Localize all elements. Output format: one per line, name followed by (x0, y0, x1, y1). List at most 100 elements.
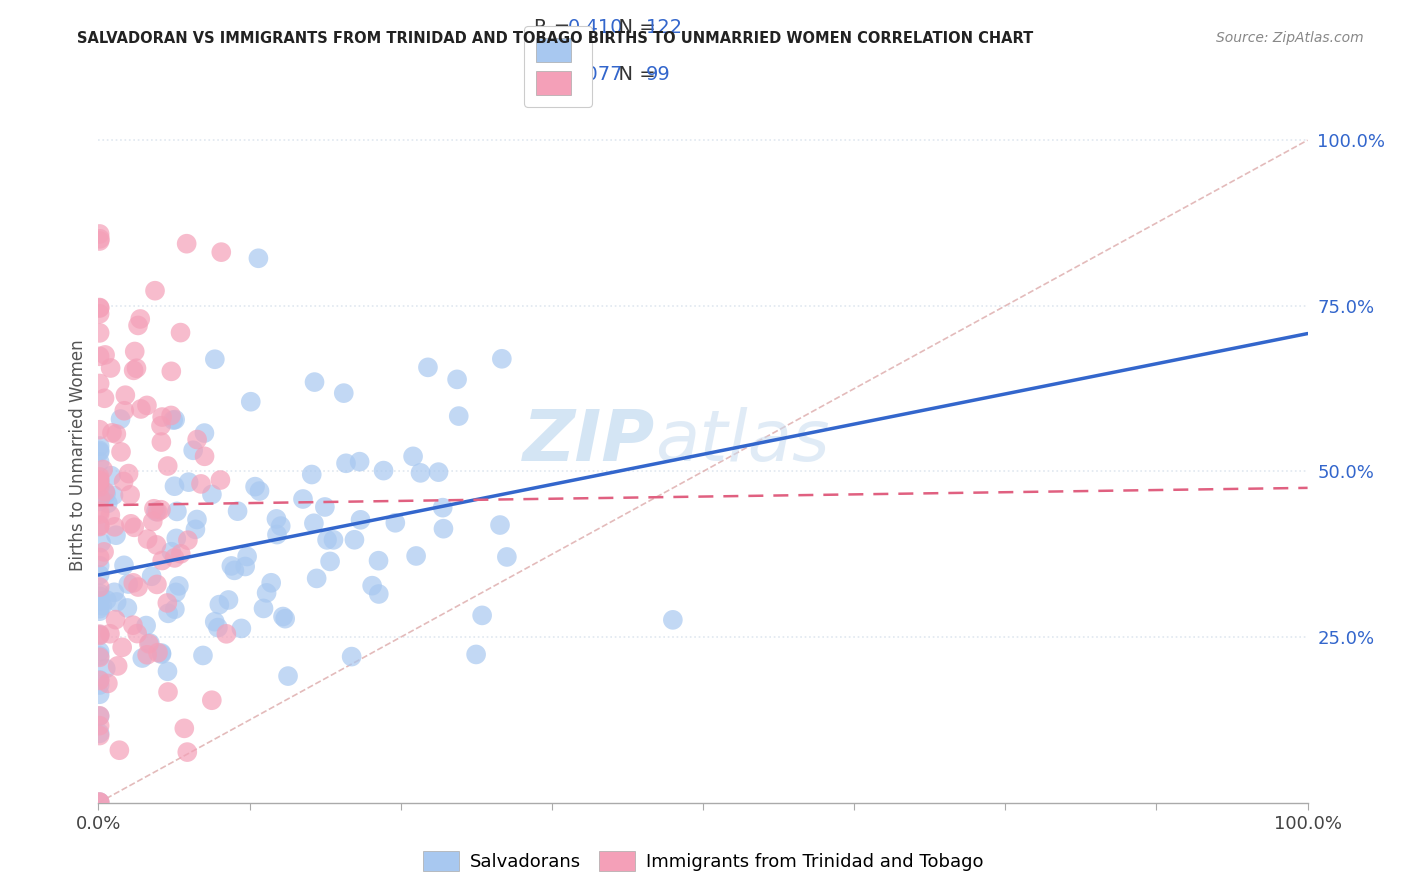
Point (165, 585, 187, 599)
Point (89, 473, 111, 487)
Point (302, 516, 325, 531)
Point (131, 651, 153, 665)
Text: Source: ZipAtlas.com: Source: ZipAtlas.com (1216, 31, 1364, 45)
Point (226, 504, 249, 518)
Point (427, 465, 450, 479)
Point (163, 479, 186, 493)
Point (204, 352, 226, 367)
Point (432, 522, 454, 536)
Text: R =: R = (534, 65, 576, 84)
Point (193, 426, 215, 441)
Point (167, 579, 190, 593)
Point (256, 586, 278, 600)
Point (274, 612, 297, 626)
Point (127, 626, 149, 640)
Point (100, 468, 122, 483)
Point (201, 693, 224, 707)
Point (662, 613, 685, 627)
Point (319, 554, 342, 568)
Point (491, 351, 513, 366)
Point (233, 559, 256, 574)
Point (260, 575, 283, 590)
Point (156, 685, 179, 699)
Point (122, 575, 145, 590)
Point (97, 676, 120, 690)
Point (117, 577, 139, 591)
Point (236, 549, 259, 564)
Point (291, 491, 314, 506)
Point (243, 480, 266, 494)
Point (105, 427, 128, 442)
Point (496, 549, 519, 564)
Point (120, 488, 142, 502)
Point (208, 598, 231, 612)
Point (405, 549, 427, 563)
Point (127, 318, 149, 333)
Point (156, 665, 179, 679)
Point (277, 669, 299, 683)
Point (129, 312, 152, 326)
Point (146, 577, 169, 591)
Point (150, 435, 173, 450)
Point (465, 648, 488, 662)
Point (340, 649, 363, 664)
Point (489, 518, 512, 533)
Point (89, 673, 111, 687)
Point (181, 443, 204, 458)
Point (135, 618, 157, 632)
Point (204, 615, 226, 629)
Point (94, 348, 117, 362)
Point (335, 456, 357, 470)
Point (266, 527, 288, 541)
Point (145, 538, 167, 552)
Point (402, 450, 425, 464)
Point (89, 227, 111, 241)
Point (122, 363, 145, 377)
Legend: Salvadorans, Immigrants from Trinidad and Tobago: Salvadorans, Immigrants from Trinidad an… (416, 844, 990, 879)
Point (89, 445, 111, 459)
Point (169, 326, 191, 340)
Point (112, 475, 135, 489)
Point (89, 687, 111, 701)
Point (89, 795, 111, 809)
Point (117, 601, 139, 615)
Point (117, 467, 139, 481)
Point (142, 515, 165, 529)
Point (89, 580, 111, 594)
Point (270, 519, 292, 533)
Point (103, 488, 125, 502)
Point (150, 553, 173, 567)
Point (322, 533, 344, 547)
Point (314, 500, 336, 514)
Point (108, 743, 131, 757)
Point (146, 505, 169, 519)
Point (215, 627, 238, 641)
Point (89, 376, 111, 391)
Point (221, 558, 243, 573)
Point (89, 628, 111, 642)
Point (107, 659, 129, 673)
Point (89, 476, 111, 491)
Text: SALVADORAN VS IMMIGRANTS FROM TRINIDAD AND TOBAGO BIRTHS TO UNMARRIED WOMEN CORR: SALVADORAN VS IMMIGRANTS FROM TRINIDAD A… (77, 31, 1033, 46)
Point (104, 520, 127, 534)
Point (89, 504, 111, 518)
Y-axis label: Births to Unmarried Women: Births to Unmarried Women (69, 339, 87, 571)
Point (91, 599, 114, 613)
Point (103, 585, 125, 599)
Point (94, 486, 117, 500)
Point (91, 462, 114, 476)
Point (101, 425, 124, 440)
Point (89, 586, 111, 600)
Point (409, 466, 432, 480)
Point (173, 722, 195, 736)
Point (94, 661, 117, 675)
Point (89, 795, 111, 809)
Point (89, 443, 111, 458)
Point (177, 533, 200, 548)
Point (136, 398, 159, 412)
Point (193, 450, 215, 464)
Point (98, 508, 121, 522)
Point (89, 234, 111, 248)
Point (114, 388, 136, 402)
Point (97, 496, 120, 510)
